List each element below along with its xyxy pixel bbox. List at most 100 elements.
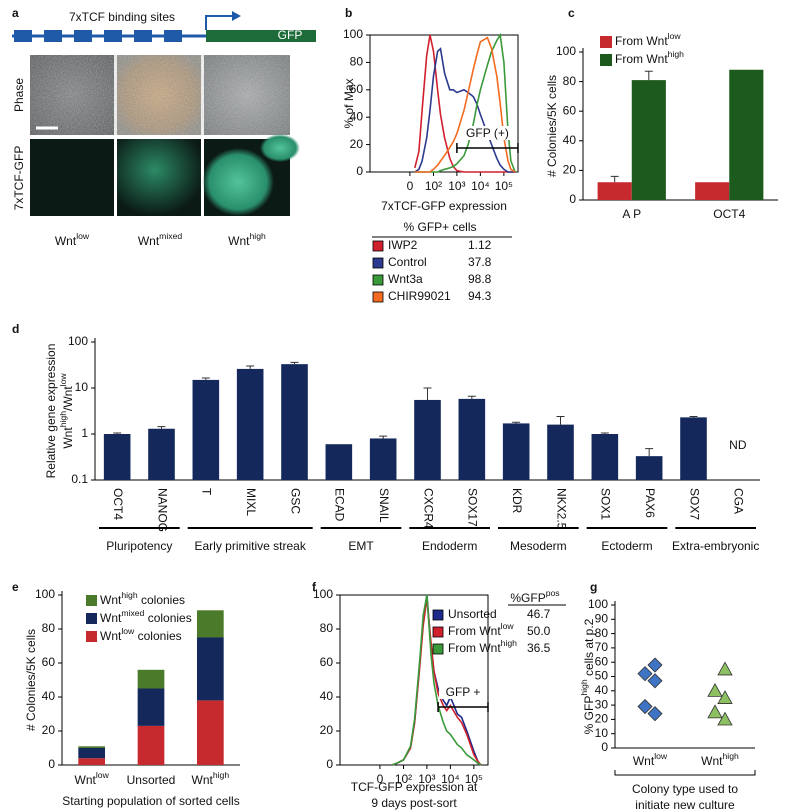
x-tick-label: NKX2.5 (554, 488, 568, 530)
y-axis-label-part: Wnt (61, 427, 75, 449)
y-tick-label: 60 (320, 655, 334, 669)
legend-label: Wnthigh colonies (100, 590, 185, 607)
x-tick-label: MIXL (244, 488, 258, 516)
plot-frame (339, 594, 489, 766)
legend-label-part: Wnt (100, 629, 122, 643)
panel-label: f (312, 580, 317, 594)
bar (502, 423, 530, 480)
legend-swatch (86, 613, 97, 624)
legend-swatch (432, 609, 444, 621)
column-label-part: low (76, 231, 90, 241)
x-tick-label: GSC (288, 488, 302, 514)
x-tick-label-part: Unsorted (127, 773, 176, 787)
y-tick-label: 60 (350, 82, 364, 96)
x-tick-label: OCT4 (111, 488, 125, 520)
legend-label-part: high (121, 590, 138, 600)
y-tick-label: 60 (42, 655, 56, 669)
y-tick-label: 40 (350, 109, 364, 123)
y-axis-label-part: % GFP (582, 696, 596, 735)
y-tick-label: 90 (595, 611, 609, 625)
legend-swatch (600, 54, 612, 66)
bar (729, 69, 764, 200)
legend-title-part: %GFP (510, 591, 545, 605)
y-tick-label: 100 (556, 44, 576, 58)
panel-label: a (12, 6, 19, 20)
bar-segment (78, 758, 106, 765)
legend-label: Control (388, 255, 427, 269)
legend-label: From Wntlow (448, 621, 514, 638)
y-axis-label: Wnthigh/Wntlow (58, 373, 75, 449)
y-tick-label: 40 (320, 689, 334, 703)
x-axis-label: initiate new culture (635, 798, 735, 812)
panel-a: a 7xTCF binding sites GFP Phase 7xTCF-GF… (12, 6, 316, 248)
y-tick-label: 10 (595, 726, 609, 740)
error-bar (600, 432, 609, 434)
column-label: Wntlow (55, 231, 90, 248)
x-tick-label: 10³ (418, 772, 435, 786)
legend-label-part: low (121, 626, 135, 636)
y-tick-label: 20 (563, 163, 577, 177)
y-tick-label: 0.1 (71, 472, 88, 486)
y-tick-label: 0 (326, 757, 333, 771)
bar (597, 182, 632, 200)
bar (414, 399, 441, 480)
legend-label: Wnt3a (388, 272, 423, 286)
legend-swatch (600, 36, 612, 48)
bar-segment (137, 669, 165, 689)
y-tick-label: 50 (595, 669, 609, 683)
series-line (391, 594, 482, 766)
y-tick-label: 70 (595, 640, 609, 654)
point (637, 698, 653, 715)
binding-sites (14, 30, 182, 42)
bar (591, 434, 619, 480)
x-tick-label: ECAD (333, 488, 347, 522)
y-tick-label: 80 (42, 621, 56, 635)
error-bar (246, 365, 255, 369)
x-tick-label-part: low (96, 770, 110, 780)
legend-label-part: From Wnt (448, 641, 501, 655)
x-tick-label: Wnthigh (192, 770, 230, 787)
y-tick-label: 0 (569, 192, 576, 206)
x-tick-label: 10⁴ (471, 179, 490, 193)
row-label: 7xTCF-GFP (12, 146, 26, 211)
y-tick-label: 10 (75, 380, 89, 394)
legend-value: 1.12 (468, 238, 492, 252)
gfp-label: GFP (278, 28, 303, 42)
legend-title: %GFPpos (510, 588, 559, 605)
bar-segment (78, 748, 106, 759)
bar (103, 434, 131, 480)
legend-label-part: From Wnt (448, 624, 501, 638)
column-label-part: Wnt (228, 234, 250, 248)
y-axis-label: # Colonies/5K cells (24, 629, 38, 731)
y-tick-label: 40 (563, 133, 577, 147)
column-label-part: mixed (159, 231, 182, 241)
y-tick-label: 60 (595, 654, 609, 668)
series-line (414, 34, 516, 173)
x-tick-label: KDR (510, 488, 524, 514)
legend-value: 46.7 (527, 607, 551, 621)
x-tick-label: 10⁴ (441, 772, 460, 786)
x-tick-label: A P (622, 207, 641, 221)
y-tick-label: 40 (595, 683, 609, 697)
bracket (614, 770, 756, 776)
legend-title: % GFP+ cells (403, 220, 476, 234)
y-tick-label: 40 (42, 689, 56, 703)
column-label-part: high (250, 231, 267, 241)
y-axis-label: # Colonies/5K cells (545, 75, 559, 177)
legend-swatch (86, 631, 97, 642)
error-bar (290, 361, 299, 365)
bar (369, 438, 397, 480)
error-bar (512, 421, 521, 424)
plot-frame (369, 34, 519, 173)
bar (547, 424, 574, 480)
promoter-arrowhead (232, 11, 241, 21)
panel-label: e (12, 580, 19, 594)
group-label: Mesoderm (510, 539, 567, 553)
x-tick-label: SOX17 (466, 488, 480, 527)
legend-label-part: low (501, 621, 515, 631)
legend-label-part: mixed (121, 608, 144, 618)
legend-label: Wntmixed colonies (100, 608, 192, 625)
series-line (414, 36, 516, 173)
y-tick-label: 80 (595, 626, 609, 640)
